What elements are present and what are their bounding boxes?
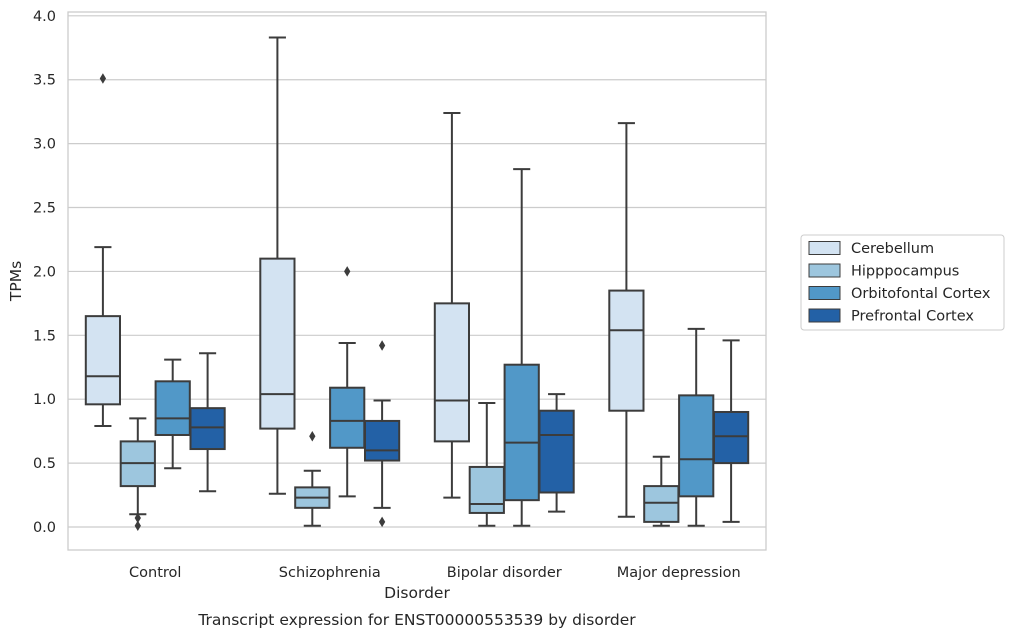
box-0-1 (259, 36, 296, 495)
box-0-3 (608, 122, 645, 518)
legend-items: Cerebellum Hipppocampus Orbitofontal Corte… (808, 241, 991, 325)
box-body (189, 407, 226, 451)
legend-swatch-3 (808, 308, 841, 323)
box-body (433, 302, 471, 443)
outlier-0 (309, 431, 316, 442)
legend-label-2: Orbitofontal Cortex (851, 286, 991, 302)
box-2-0 (154, 358, 191, 470)
box-body (643, 485, 680, 523)
y-tick-2: 1.0 (33, 392, 56, 408)
box-3-1 (363, 340, 401, 528)
x-tick-labels: Control Schizophrenia Bipolar disorder Majo… (129, 565, 741, 581)
outlier-1 (378, 516, 386, 528)
outlier-1 (134, 520, 141, 531)
y-axis-label: TPMs (7, 261, 25, 302)
y-tick-5: 2.5 (33, 201, 56, 217)
box-3-0 (189, 352, 226, 493)
chart-caption: Transcript expression for ENST0000055353… (197, 611, 636, 629)
box-3-3 (712, 339, 750, 523)
legend-label-1: Hipppocampus (851, 264, 959, 280)
outlier-0 (134, 512, 141, 524)
y-tick-3: 1.5 (33, 328, 56, 344)
legend-swatch-1 (808, 263, 841, 278)
plot-area-frame (67, 11, 767, 551)
y-tick-4: 2.0 (33, 264, 56, 280)
box-2-3 (678, 327, 715, 527)
box-1-3 (643, 455, 680, 527)
y-tick-6: 3.0 (33, 137, 56, 153)
boxes (84, 36, 750, 531)
legend-frame (800, 234, 1005, 331)
box-2-1 (329, 266, 366, 498)
y-tick-1: 0.5 (33, 456, 56, 472)
outlier-0 (344, 266, 351, 277)
y-tick-8: 4.0 (33, 9, 56, 25)
box-body (503, 363, 540, 502)
x-tick-2: Bipolar disorder (447, 565, 562, 581)
x-tick-1: Schizophrenia (279, 565, 381, 581)
box-0-0 (84, 73, 122, 428)
x-tick-0: Control (129, 565, 181, 581)
box-body (363, 419, 401, 462)
y-tick-labels: 0.0 0.5 1.0 1.5 2.0 2.5 3.0 3.5 4.0 (33, 9, 56, 536)
box-1-2 (468, 402, 505, 527)
box-1-1 (294, 431, 331, 527)
box-1-0 (119, 417, 156, 531)
box-body (538, 409, 575, 494)
box-body (84, 315, 122, 406)
legend-label-0: Cerebellum (851, 241, 934, 257)
box-body (712, 410, 750, 465)
y-tick-0: 0.0 (33, 520, 56, 536)
box-body (259, 257, 296, 430)
legend-swatch-2 (808, 286, 841, 300)
outlier-0 (378, 340, 386, 351)
x-tick-3: Major depression (617, 565, 741, 581)
box-body (608, 289, 645, 412)
box-body (329, 386, 366, 449)
box-body (468, 465, 505, 514)
y-tick-7: 3.5 (33, 73, 56, 89)
outlier-0 (99, 73, 107, 84)
legend: Cerebellum Hipppocampus Orbitofontal Corte… (800, 234, 1005, 331)
legend-label-3: Prefrontal Cortex (851, 309, 974, 325)
box-3-2 (538, 393, 575, 513)
box-body (678, 394, 715, 498)
x-axis-label: Disorder (384, 584, 450, 602)
box-0-2 (433, 111, 471, 499)
box-2-2 (503, 168, 540, 527)
legend-swatch-0 (808, 241, 841, 255)
box-body (154, 380, 191, 436)
